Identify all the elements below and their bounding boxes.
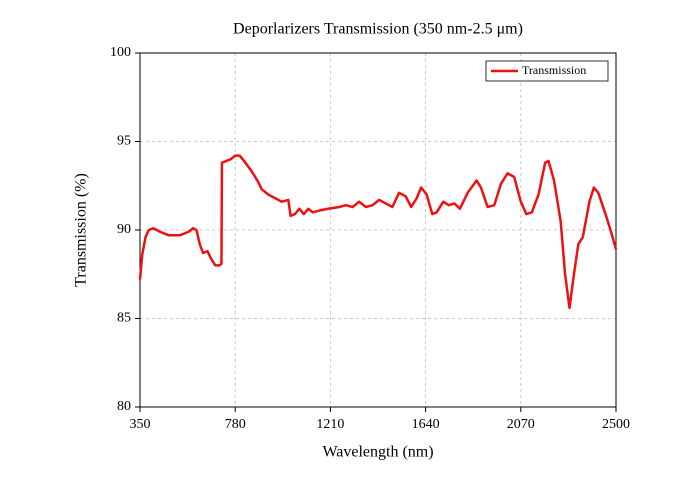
y-tick-label: 80 (117, 399, 131, 414)
x-tick-label: 2500 (602, 417, 630, 432)
legend-box (485, 60, 609, 82)
x-tick-label: 1210 (316, 417, 344, 432)
legend-label: Transmission (522, 63, 586, 77)
chart-title: Deporlarizers Transmission (350 nm-2.5 μ… (233, 21, 523, 38)
y-tick-label: 95 (117, 134, 131, 149)
y-tick-label: 100 (110, 45, 131, 60)
plot-frame (139, 52, 617, 408)
x-tick-label: 780 (225, 417, 246, 432)
x-tick-label: 1640 (412, 417, 440, 432)
x-tick-label: 350 (130, 417, 151, 432)
y-tick-label: 85 (117, 311, 131, 326)
x-axis-label: Wavelength (nm) (322, 444, 433, 461)
y-tick-label: 90 (117, 222, 131, 237)
x-tick-label: 2070 (507, 417, 535, 432)
data-line (138, 154, 618, 310)
y-axis-label: Transmission (%) (73, 173, 90, 287)
